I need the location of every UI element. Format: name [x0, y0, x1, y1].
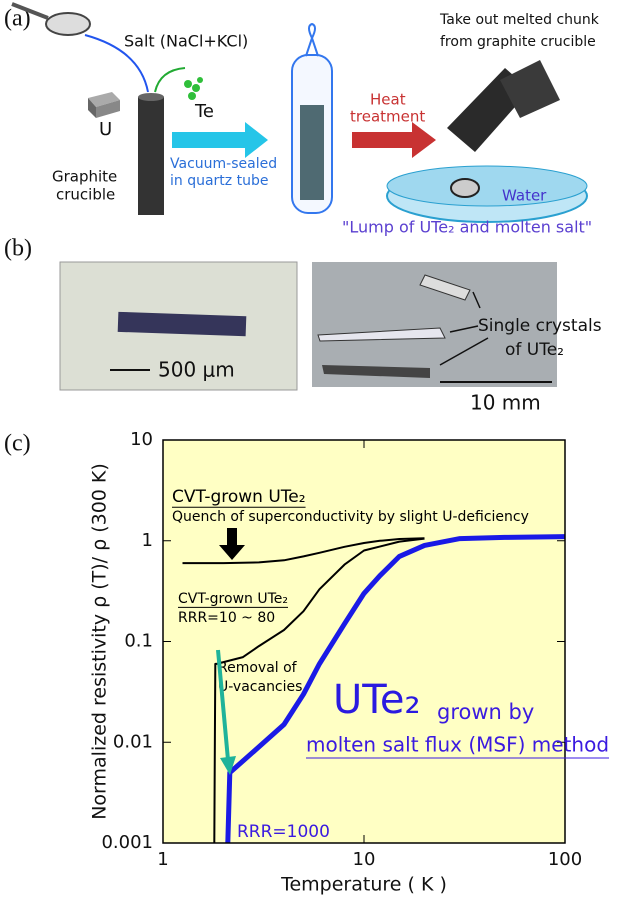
x-tick-label: 1 [157, 849, 168, 870]
sealed-label: Vacuum-sealed [170, 156, 277, 172]
annotation: RRR=1000 [237, 822, 330, 842]
y-tick-label: 10 [130, 429, 153, 450]
take-out-label: from graphite crucible [440, 34, 596, 50]
panel-a: (a) Salt (NaCl+KCl) U Te Graphite crucib… [4, 4, 600, 237]
crucible-label: crucible [56, 186, 115, 204]
te-dots [184, 77, 203, 100]
annotation: Quench of superconductivity by slight U-… [172, 509, 529, 525]
panel-b: (b) 500 μm Single crystals of UTe₂ 10 mm [4, 236, 602, 415]
take-out-label: Take out melted chunk [439, 12, 600, 28]
te-label: Te [194, 101, 214, 122]
te-arrow [155, 68, 185, 92]
annotation: UTe₂ [333, 677, 421, 723]
heat-label: Heat [370, 91, 406, 109]
heat-label: treatment [350, 108, 425, 126]
annotation: CVT-grown UTe₂ [178, 591, 288, 607]
figure: (a) Salt (NaCl+KCl) U Te Graphite crucib… [0, 0, 622, 901]
annotation: grown by [437, 700, 534, 724]
arrow [352, 122, 436, 158]
crystals-label: of UTe₂ [505, 340, 564, 360]
x-axis-label: Temperature ( K ) [280, 874, 447, 896]
chart: 0.001 0.01 0.1 1 10 1 10 100 Temperature ( K ) No… [89, 429, 610, 896]
crucible-top [138, 93, 164, 101]
u-label: U [99, 119, 112, 140]
panel-label: (b) [4, 236, 32, 262]
crucible [138, 97, 164, 215]
crystals-label: Single crystals [478, 316, 602, 336]
y-tick-label: 0.01 [113, 731, 153, 752]
arrow [172, 122, 268, 158]
annotation: molten salt flux (MSF) method [306, 733, 609, 757]
tube-tip [306, 24, 318, 56]
annotation: RRR=10 ~ 80 [178, 610, 275, 626]
crucible-label: Graphite [52, 168, 117, 186]
sealed-label: in quartz tube [170, 173, 268, 189]
spoon [46, 13, 90, 35]
y-axis-label: Normalized resistivity ρ (T)/ ρ (300 K) [89, 463, 111, 820]
salt-label: Salt (NaCl+KCl) [124, 32, 248, 51]
lump [451, 179, 479, 197]
water-surface [387, 166, 587, 206]
scale-label: 10 mm [470, 391, 541, 415]
x-tick-label: 10 [353, 849, 376, 870]
lump-label: "Lump of UTe₂ and molten salt" [342, 218, 592, 237]
y-tick-label: 0.1 [124, 631, 153, 652]
x-tick-label: 100 [548, 849, 582, 870]
tube-crucible [300, 105, 324, 200]
y-tick-label: 1 [142, 530, 153, 551]
y-tick-label: 0.001 [101, 832, 153, 853]
annotation: U-vacancies [218, 679, 302, 695]
water-label: Water [502, 187, 547, 205]
annotation: CVT-grown UTe₂ [172, 487, 306, 507]
annotation: Removal of [218, 660, 298, 676]
scale-label: 500 μm [158, 358, 235, 382]
panel-label: (c) [4, 431, 31, 457]
